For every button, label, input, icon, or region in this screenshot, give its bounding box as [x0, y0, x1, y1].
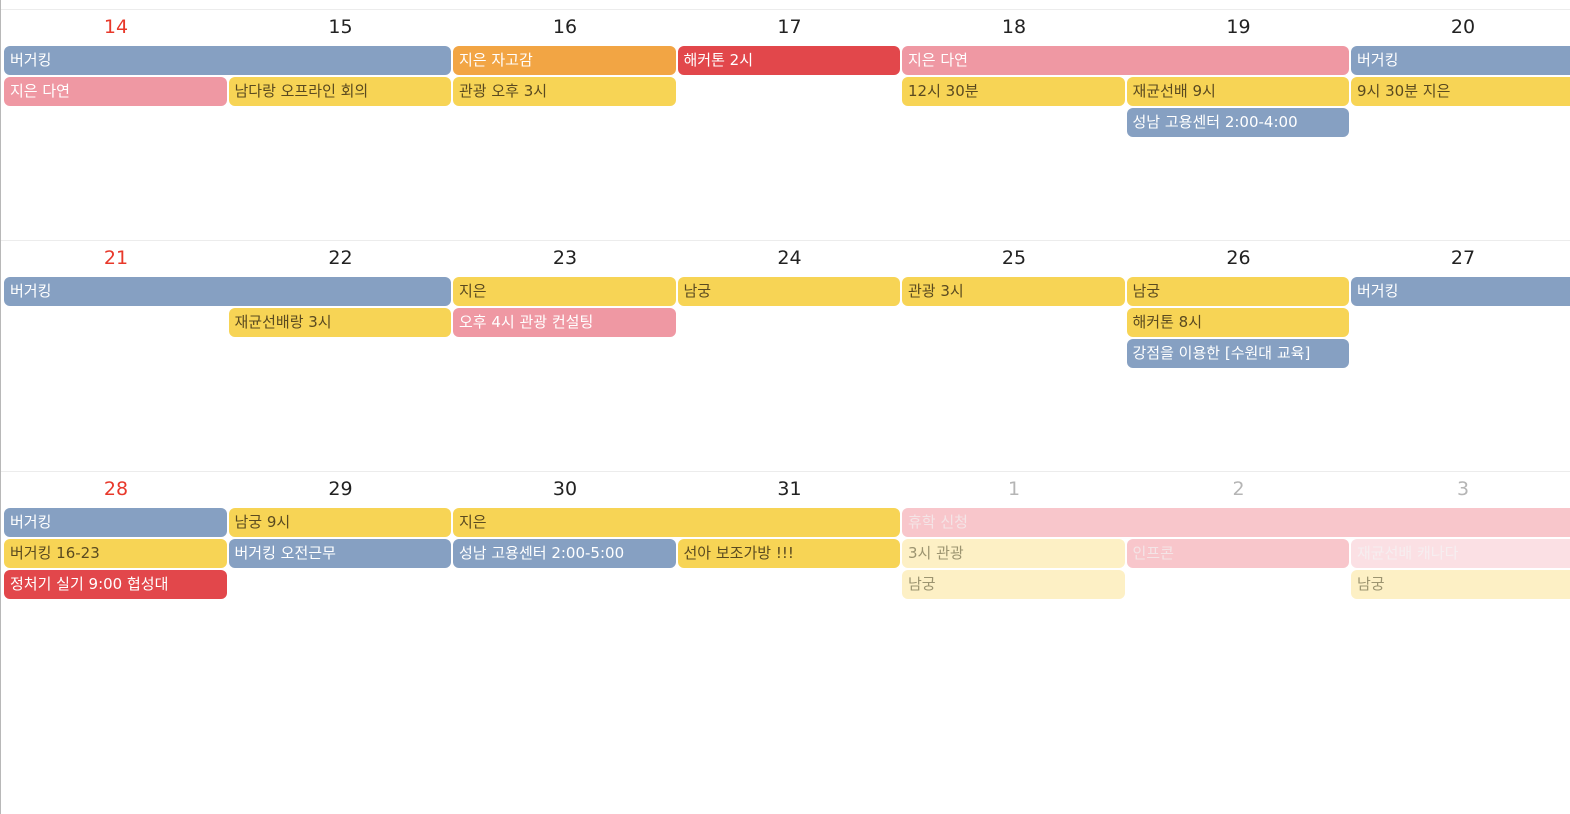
- calendar-event[interactable]: 관광 오후 3시: [453, 77, 676, 106]
- calendar-event[interactable]: 재균선배랑 3시: [228, 308, 451, 337]
- day-number[interactable]: 1: [1007, 478, 1021, 500]
- day-number[interactable]: 21: [103, 247, 129, 269]
- calendar-event[interactable]: 오후 4시 관광 컨설팅: [453, 308, 676, 337]
- week-separator: [1, 471, 1570, 472]
- calendar-event[interactable]: 버거킹 16-23: [4, 539, 227, 568]
- week-separator: [1, 240, 1570, 241]
- week-separator: [1, 9, 1570, 10]
- day-number[interactable]: 19: [1226, 16, 1251, 38]
- calendar-event[interactable]: 12시 30분: [902, 77, 1125, 106]
- calendar-event[interactable]: 버거킹: [4, 46, 451, 75]
- calendar-event[interactable]: 재균선배 9시: [1126, 77, 1349, 106]
- calendar-event[interactable]: 버거킹: [1351, 46, 1570, 75]
- day-number[interactable]: 20: [1450, 16, 1476, 38]
- day-number[interactable]: 31: [777, 478, 802, 500]
- day-number[interactable]: 30: [552, 478, 578, 500]
- day-number[interactable]: 15: [328, 16, 353, 38]
- calendar-event[interactable]: 9시 30분 지은: [1351, 77, 1570, 106]
- calendar-event[interactable]: 버거킹: [1351, 277, 1570, 306]
- calendar-event[interactable]: 지은 다연: [4, 77, 227, 106]
- calendar-event[interactable]: 강점을 이용한 [수원대 교육]: [1126, 339, 1349, 368]
- calendar-event[interactable]: 지은: [453, 508, 900, 537]
- calendar-event[interactable]: 3시 관광: [902, 539, 1125, 568]
- calendar-event[interactable]: 휴학 신청: [902, 508, 1570, 537]
- calendar-event[interactable]: 관광 3시: [902, 277, 1125, 306]
- calendar-event[interactable]: 남궁: [677, 277, 900, 306]
- calendar-event[interactable]: 성남 고용센터 2:00-5:00: [453, 539, 676, 568]
- calendar-event[interactable]: 재균선배 캐나다: [1351, 539, 1570, 568]
- calendar-event[interactable]: 지은 자고감: [453, 46, 676, 75]
- calendar-event[interactable]: 정처기 실기 9:00 협성대: [4, 570, 227, 599]
- calendar-event[interactable]: 버거킹: [4, 277, 451, 306]
- calendar-event[interactable]: 남궁: [1351, 570, 1570, 599]
- calendar-event[interactable]: 인프콘: [1126, 539, 1349, 568]
- day-number[interactable]: 26: [1226, 247, 1251, 269]
- day-number[interactable]: 17: [777, 16, 802, 38]
- day-number[interactable]: 23: [552, 247, 578, 269]
- day-number[interactable]: 3: [1456, 478, 1470, 500]
- calendar-event[interactable]: 남다랑 오프라인 회의: [228, 77, 451, 106]
- day-number[interactable]: 28: [103, 478, 129, 500]
- day-number[interactable]: 18: [1001, 16, 1027, 38]
- calendar-event[interactable]: 지은 다연: [902, 46, 1349, 75]
- calendar-event[interactable]: 버거킹: [4, 508, 227, 537]
- calendar-event[interactable]: 남궁: [1126, 277, 1349, 306]
- calendar-event[interactable]: 선아 보조가방 !!!: [677, 539, 900, 568]
- day-number[interactable]: 14: [103, 16, 129, 38]
- calendar-event[interactable]: 해커톤 8시: [1126, 308, 1349, 337]
- calendar-event[interactable]: 남궁 9시: [228, 508, 451, 537]
- day-number[interactable]: 2: [1232, 478, 1245, 500]
- day-number[interactable]: 29: [328, 478, 353, 500]
- calendar-event[interactable]: 지은: [453, 277, 676, 306]
- calendar-event[interactable]: 남궁: [902, 570, 1125, 599]
- calendar-event[interactable]: 해커톤 2시: [677, 46, 900, 75]
- calendar-event[interactable]: 버거킹 오전근무: [228, 539, 451, 568]
- day-number[interactable]: 22: [328, 247, 353, 269]
- day-number[interactable]: 16: [552, 16, 578, 38]
- day-number[interactable]: 25: [1001, 247, 1027, 269]
- day-number[interactable]: 24: [777, 247, 802, 269]
- calendar-event[interactable]: 성남 고용센터 2:00-4:00: [1126, 108, 1349, 137]
- day-number[interactable]: 27: [1450, 247, 1476, 269]
